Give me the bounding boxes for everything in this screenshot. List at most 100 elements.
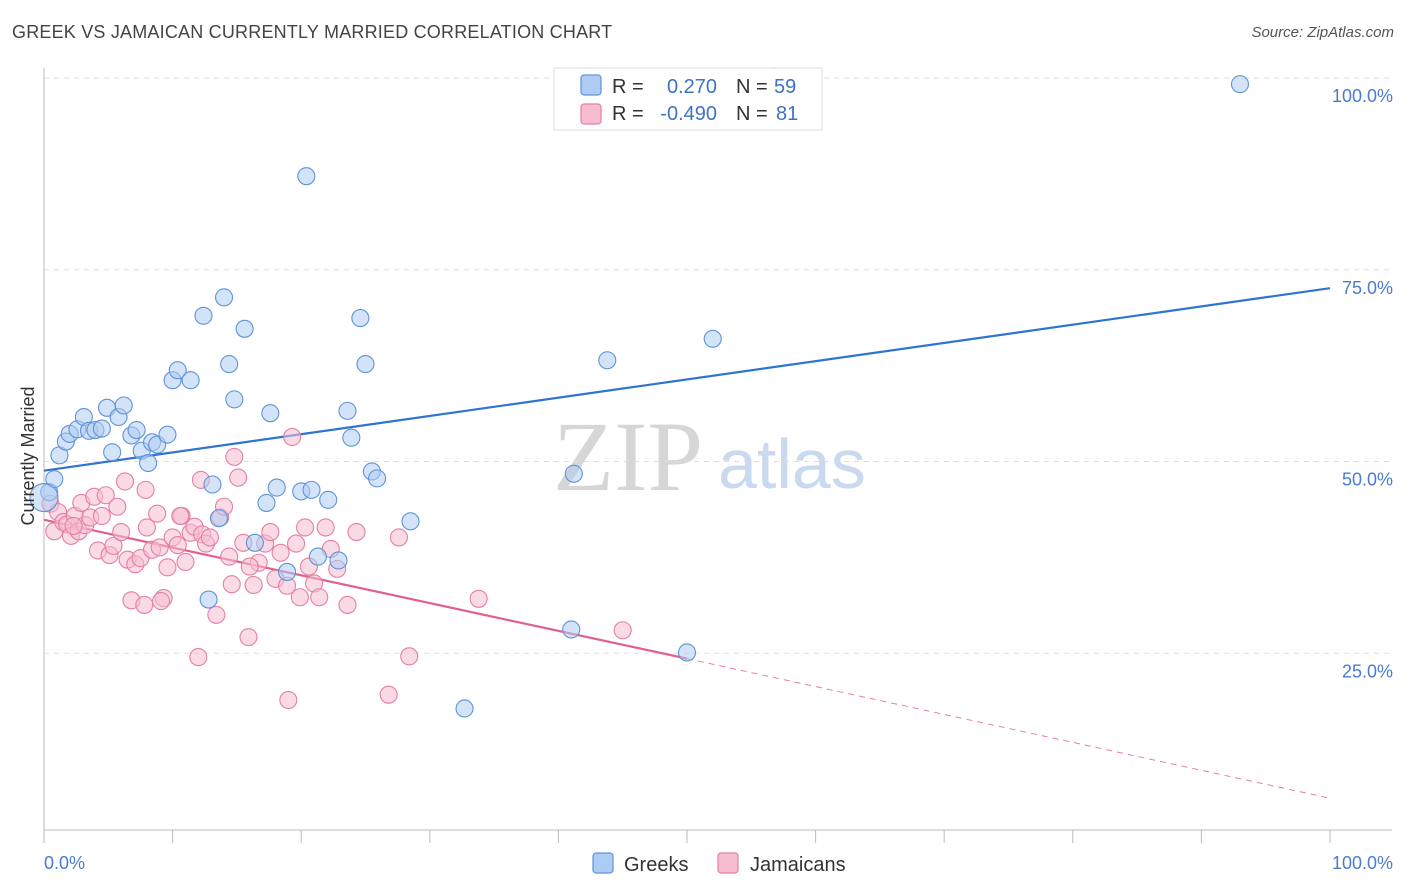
jamaicans-point bbox=[158, 558, 177, 577]
jamaicans-point bbox=[400, 647, 419, 666]
legend-r-label-jamaicans: R = bbox=[612, 103, 644, 125]
chart-title: GREEK VS JAMAICAN CURRENTLY MARRIED CORR… bbox=[12, 22, 613, 42]
y-tick-label-75: 75.0% bbox=[1342, 278, 1393, 298]
jamaicans-point bbox=[137, 518, 156, 537]
y-tick-label-50: 50.0% bbox=[1342, 470, 1393, 490]
jamaicans-point bbox=[469, 589, 488, 608]
greeks-point bbox=[677, 643, 697, 662]
y-tick-labels: 100.0% 75.0% 50.0% 25.0% bbox=[1332, 86, 1393, 681]
jamaicans-point bbox=[261, 523, 280, 542]
greeks-point bbox=[209, 509, 228, 528]
x-tick-label-max: 100.0% bbox=[1332, 853, 1393, 873]
jamaicans-point bbox=[290, 588, 309, 607]
legend-n-label-greeks: N = bbox=[736, 76, 768, 98]
greeks-point bbox=[267, 478, 286, 497]
jamaicans-point bbox=[389, 528, 408, 547]
jamaicans-point bbox=[225, 447, 244, 466]
jamaicans-point bbox=[92, 506, 111, 526]
jamaicans-point bbox=[279, 690, 298, 710]
jamaicans-point bbox=[176, 552, 195, 572]
greeks-point bbox=[308, 547, 327, 566]
x-tick-label-min: 0.0% bbox=[44, 853, 85, 873]
legend-n-value-greeks: 59 bbox=[774, 76, 796, 98]
legend-swatch-jamaicans-bottom bbox=[717, 852, 739, 874]
greeks-point bbox=[368, 469, 387, 488]
jamaicans-point bbox=[168, 536, 187, 555]
greeks-point bbox=[29, 482, 59, 513]
jamaicans-point bbox=[296, 518, 315, 537]
greeks-point bbox=[261, 404, 280, 423]
greeks-point bbox=[168, 361, 187, 380]
jamaicans-point bbox=[244, 575, 263, 595]
greeks-points bbox=[29, 67, 1250, 718]
jamaicans-point bbox=[135, 595, 154, 614]
legend-n-label-jamaicans: N = bbox=[736, 103, 768, 125]
jamaicans-point bbox=[200, 528, 219, 547]
watermark-zip: ZIP bbox=[553, 401, 703, 512]
jamaicans-point bbox=[239, 628, 258, 647]
jamaicans-point bbox=[104, 536, 123, 555]
source-label: Source: ZipAtlas.com bbox=[1251, 24, 1394, 41]
greeks-point bbox=[245, 533, 264, 552]
correlation-legend: R = 0.270 N = 59 R = -0.490 N = 81 bbox=[553, 67, 823, 131]
greeks-point bbox=[194, 306, 213, 325]
greeks-point bbox=[181, 371, 200, 390]
jamaicans-point bbox=[613, 621, 632, 640]
jamaicans-point bbox=[207, 605, 226, 624]
greeks-point bbox=[455, 699, 474, 718]
jamaicans-point bbox=[229, 468, 248, 487]
greeks-point bbox=[278, 562, 297, 581]
greeks-point bbox=[342, 428, 361, 447]
greeks-point bbox=[401, 512, 420, 531]
jamaicans-point bbox=[310, 588, 329, 607]
greeks-point bbox=[199, 590, 218, 609]
jamaicans-point bbox=[316, 518, 335, 537]
greeks-point bbox=[297, 167, 316, 186]
greeks-point bbox=[235, 319, 254, 338]
jamaicans-point bbox=[220, 547, 239, 566]
jamaicans-point bbox=[108, 497, 127, 516]
jamaicans-point bbox=[189, 648, 208, 667]
jamaicans-point bbox=[150, 538, 169, 557]
greeks-point bbox=[158, 425, 177, 444]
legend-n-value-jamaicans: 81 bbox=[776, 103, 798, 125]
greeks-point bbox=[127, 421, 146, 440]
x-ticks bbox=[43, 830, 1331, 843]
greeks-point bbox=[329, 551, 348, 570]
greeks-point bbox=[564, 464, 583, 483]
greeks-point bbox=[92, 419, 111, 438]
greeks-point bbox=[562, 620, 581, 639]
y-tick-label-100: 100.0% bbox=[1332, 86, 1393, 106]
jamaicans-trend-line bbox=[43, 518, 688, 660]
legend-swatch-jamaicans bbox=[580, 103, 602, 125]
jamaicans-point bbox=[151, 592, 171, 611]
series-legend: Greeks Jamaicans bbox=[592, 852, 846, 876]
greeks-point bbox=[1230, 75, 1250, 94]
greeks-point bbox=[220, 355, 239, 374]
greeks-point bbox=[302, 480, 321, 499]
jamaicans-point bbox=[112, 523, 131, 542]
greeks-point bbox=[319, 490, 338, 509]
jamaicans-point bbox=[96, 486, 115, 505]
greeks-point bbox=[351, 309, 370, 328]
y-axis-title: Currently Married bbox=[18, 386, 38, 525]
y-tick-label-25: 25.0% bbox=[1342, 661, 1393, 681]
jamaicans-point bbox=[379, 685, 398, 704]
jamaicans-point bbox=[148, 504, 167, 523]
jamaicans-point bbox=[136, 480, 155, 499]
jamaicans-point bbox=[240, 557, 259, 576]
greeks-point bbox=[598, 351, 617, 370]
greeks-point bbox=[225, 390, 244, 409]
jamaicans-point bbox=[222, 575, 241, 594]
legend-label-jamaicans: Jamaicans bbox=[750, 854, 846, 876]
greeks-point bbox=[338, 401, 357, 420]
legend-label-greeks: Greeks bbox=[624, 854, 688, 876]
jamaicans-point bbox=[171, 506, 190, 526]
legend-r-value-greeks: 0.270 bbox=[667, 76, 717, 98]
legend-swatch-greeks bbox=[580, 74, 602, 96]
legend-swatch-greeks-bottom bbox=[592, 852, 614, 874]
legend-r-label-greeks: R = bbox=[612, 76, 644, 98]
greeks-trend-line bbox=[43, 287, 1331, 472]
greeks-point bbox=[703, 329, 722, 348]
